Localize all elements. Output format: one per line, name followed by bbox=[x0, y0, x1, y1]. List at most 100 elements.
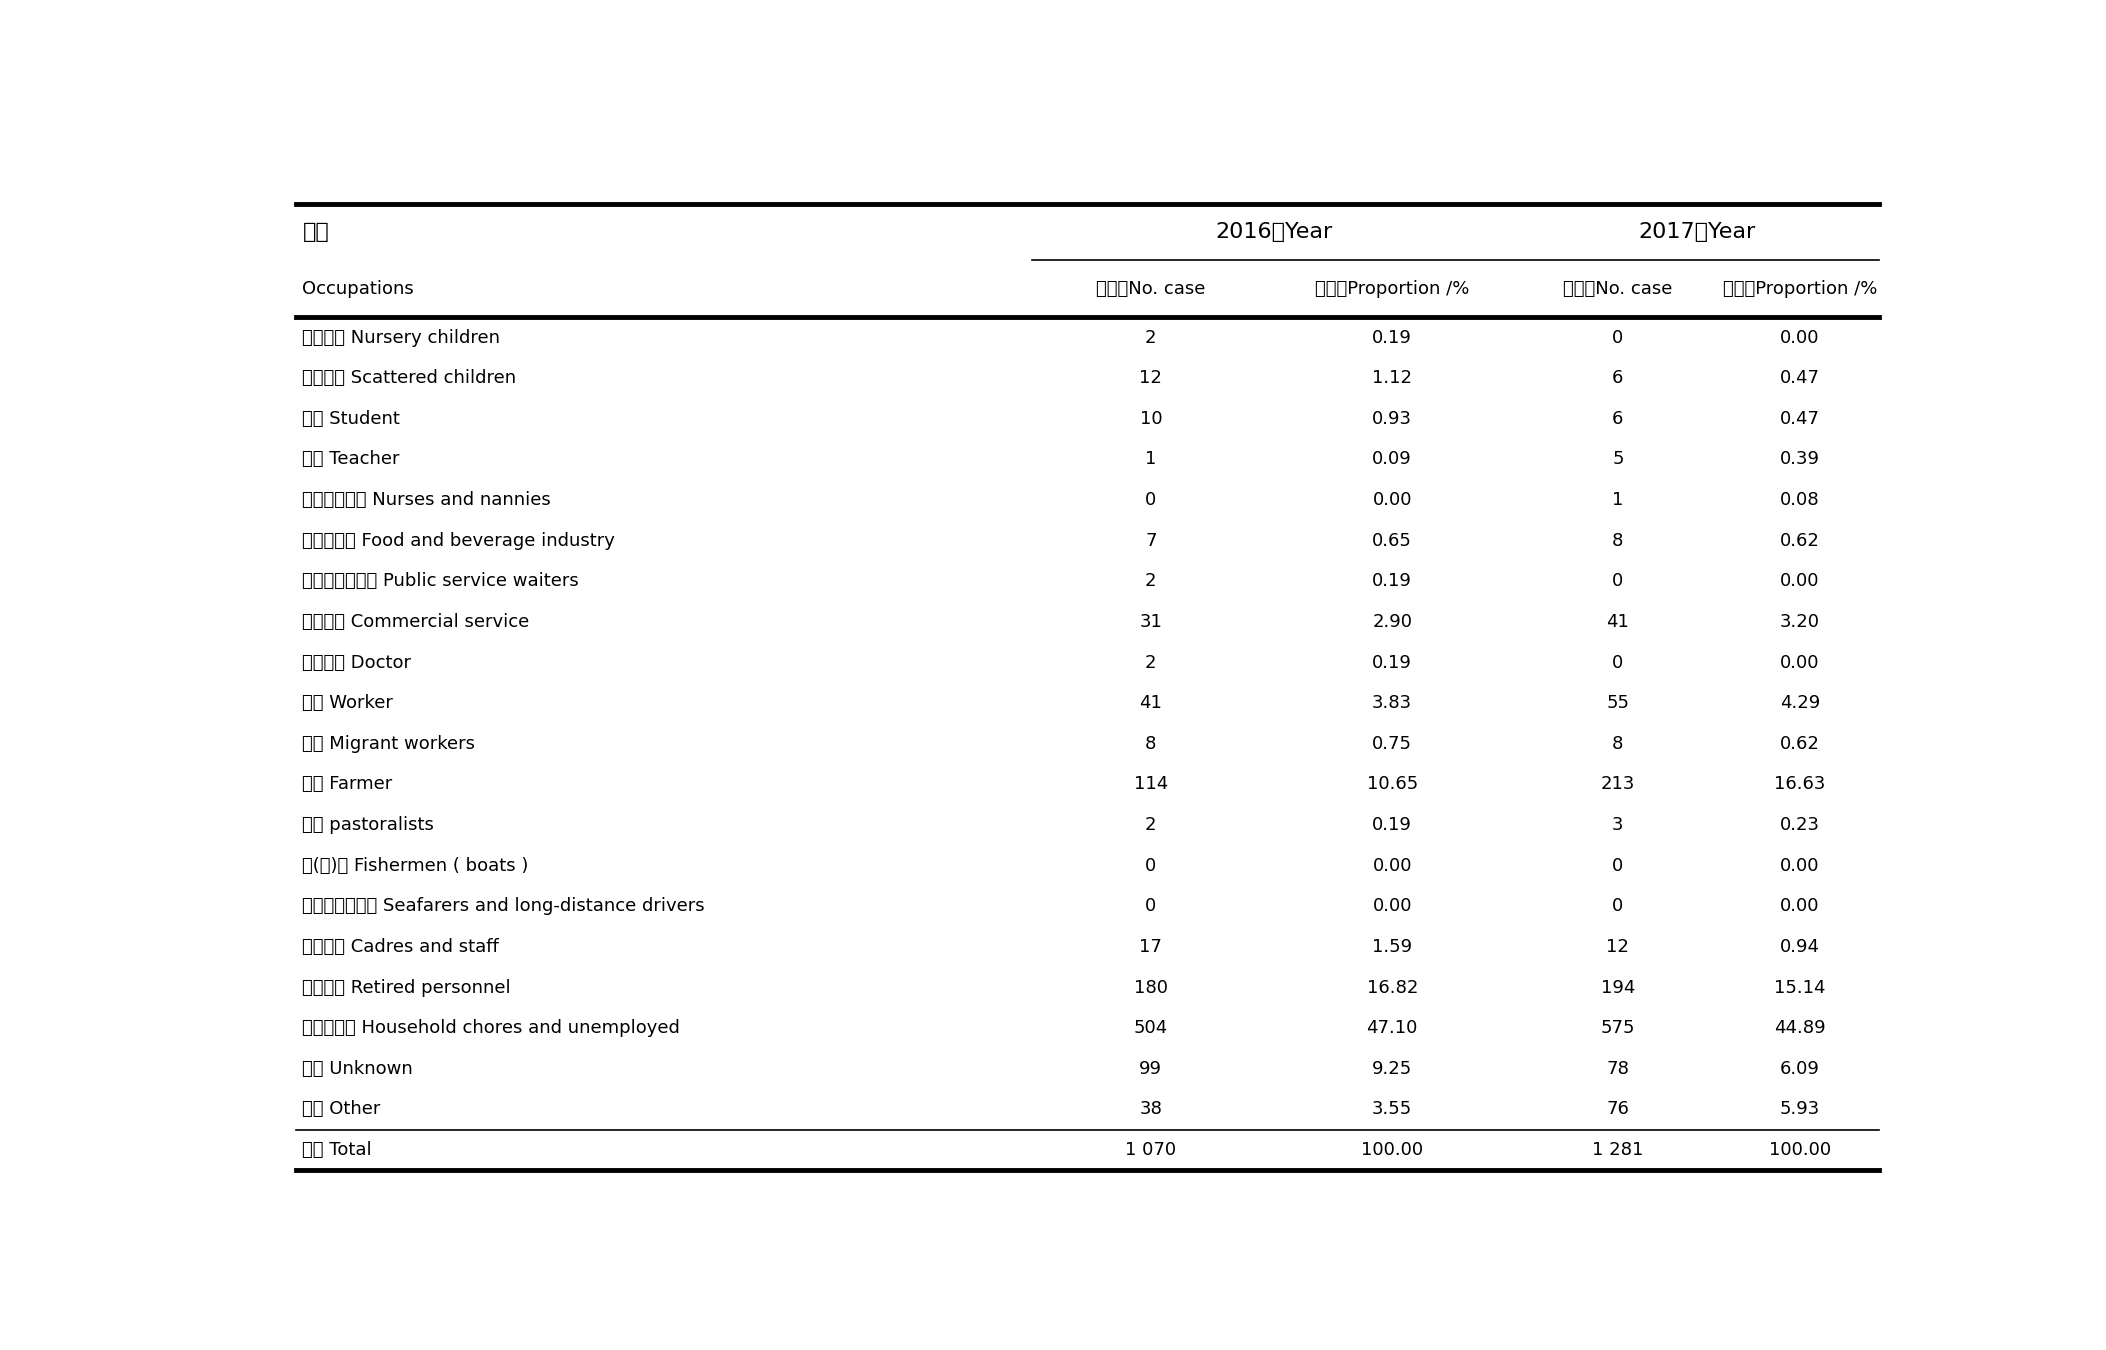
Text: 4.29: 4.29 bbox=[1780, 694, 1820, 713]
Text: 6: 6 bbox=[1613, 370, 1624, 387]
Text: 不详 Unknown: 不详 Unknown bbox=[303, 1060, 413, 1077]
Text: 6: 6 bbox=[1613, 410, 1624, 428]
Text: 家务及待业 Household chores and unemployed: 家务及待业 Household chores and unemployed bbox=[303, 1019, 680, 1037]
Text: Occupations: Occupations bbox=[303, 279, 415, 298]
Text: 15.14: 15.14 bbox=[1773, 979, 1826, 996]
Text: 9.25: 9.25 bbox=[1373, 1060, 1413, 1077]
Text: 0: 0 bbox=[1146, 491, 1156, 509]
Text: 575: 575 bbox=[1601, 1019, 1634, 1037]
Text: 其他 Other: 其他 Other bbox=[303, 1100, 381, 1118]
Text: 78: 78 bbox=[1607, 1060, 1630, 1077]
Text: 农民 Farmer: 农民 Farmer bbox=[303, 775, 392, 794]
Text: 2: 2 bbox=[1146, 572, 1156, 590]
Text: 2: 2 bbox=[1146, 815, 1156, 834]
Text: 职业: 职业 bbox=[303, 221, 329, 242]
Text: 0: 0 bbox=[1613, 328, 1624, 347]
Text: 8: 8 bbox=[1613, 734, 1624, 753]
Text: 0.09: 0.09 bbox=[1373, 451, 1413, 468]
Text: 0.62: 0.62 bbox=[1780, 532, 1820, 549]
Text: 38: 38 bbox=[1139, 1100, 1163, 1118]
Text: 100.00: 100.00 bbox=[1360, 1141, 1424, 1160]
Text: 合计 Total: 合计 Total bbox=[303, 1141, 373, 1160]
Text: 1: 1 bbox=[1613, 491, 1624, 509]
Text: 10.65: 10.65 bbox=[1367, 775, 1417, 794]
Text: 牧民 pastoralists: 牧民 pastoralists bbox=[303, 815, 434, 834]
Text: 8: 8 bbox=[1146, 734, 1156, 753]
Text: 76: 76 bbox=[1607, 1100, 1630, 1118]
Text: 3.55: 3.55 bbox=[1373, 1100, 1413, 1118]
Text: 0.00: 0.00 bbox=[1373, 898, 1411, 915]
Text: 学生 Student: 学生 Student bbox=[303, 410, 400, 428]
Text: 2016年Year: 2016年Year bbox=[1215, 221, 1333, 242]
Text: 7: 7 bbox=[1146, 532, 1156, 549]
Text: 0: 0 bbox=[1146, 857, 1156, 875]
Text: 1: 1 bbox=[1146, 451, 1156, 468]
Text: 0.19: 0.19 bbox=[1373, 572, 1413, 590]
Text: 6.09: 6.09 bbox=[1780, 1060, 1820, 1077]
Text: 55: 55 bbox=[1607, 694, 1630, 713]
Text: 2: 2 bbox=[1146, 328, 1156, 347]
Text: 0.47: 0.47 bbox=[1780, 370, 1820, 387]
Text: 100.00: 100.00 bbox=[1769, 1141, 1830, 1160]
Text: 3.83: 3.83 bbox=[1373, 694, 1413, 713]
Text: 工人 Worker: 工人 Worker bbox=[303, 694, 394, 713]
Text: 0.00: 0.00 bbox=[1780, 857, 1820, 875]
Text: 0.23: 0.23 bbox=[1780, 815, 1820, 834]
Text: 幼托儿童 Nursery children: 幼托儿童 Nursery children bbox=[303, 328, 501, 347]
Text: 41: 41 bbox=[1139, 694, 1163, 713]
Text: 离退人员 Retired personnel: 离退人员 Retired personnel bbox=[303, 979, 512, 996]
Text: 114: 114 bbox=[1133, 775, 1169, 794]
Text: 0.00: 0.00 bbox=[1780, 328, 1820, 347]
Text: 1.12: 1.12 bbox=[1373, 370, 1413, 387]
Text: 0.00: 0.00 bbox=[1780, 653, 1820, 671]
Text: 0.75: 0.75 bbox=[1373, 734, 1413, 753]
Text: 0.39: 0.39 bbox=[1780, 451, 1820, 468]
Text: 0.19: 0.19 bbox=[1373, 815, 1413, 834]
Text: 餐饮食品业 Food and beverage industry: 餐饮食品业 Food and beverage industry bbox=[303, 532, 615, 549]
Text: 99: 99 bbox=[1139, 1060, 1163, 1077]
Text: 商业服务 Commercial service: 商业服务 Commercial service bbox=[303, 613, 531, 630]
Text: 2017年Year: 2017年Year bbox=[1638, 221, 1756, 242]
Text: 0: 0 bbox=[1613, 898, 1624, 915]
Text: 12: 12 bbox=[1139, 370, 1163, 387]
Text: 民工 Migrant workers: 民工 Migrant workers bbox=[303, 734, 476, 753]
Text: 180: 180 bbox=[1133, 979, 1169, 996]
Text: 0.00: 0.00 bbox=[1780, 572, 1820, 590]
Text: 0: 0 bbox=[1613, 857, 1624, 875]
Text: 5: 5 bbox=[1611, 451, 1624, 468]
Text: 17: 17 bbox=[1139, 938, 1163, 956]
Text: 病例数No. case: 病例数No. case bbox=[1095, 279, 1205, 298]
Text: 1.59: 1.59 bbox=[1373, 938, 1413, 956]
Text: 0.47: 0.47 bbox=[1780, 410, 1820, 428]
Text: 504: 504 bbox=[1133, 1019, 1169, 1037]
Text: 194: 194 bbox=[1601, 979, 1634, 996]
Text: 0: 0 bbox=[1613, 572, 1624, 590]
Text: 教师 Teacher: 教师 Teacher bbox=[303, 451, 400, 468]
Text: 0.00: 0.00 bbox=[1373, 491, 1411, 509]
Text: 0: 0 bbox=[1613, 653, 1624, 671]
Text: 医务人员 Doctor: 医务人员 Doctor bbox=[303, 653, 411, 671]
Text: 3.20: 3.20 bbox=[1780, 613, 1820, 630]
Text: 0.93: 0.93 bbox=[1373, 410, 1413, 428]
Text: 1 281: 1 281 bbox=[1592, 1141, 1643, 1160]
Text: 渔(船)民 Fishermen ( boats ): 渔(船)民 Fishermen ( boats ) bbox=[303, 857, 529, 875]
Text: 0.08: 0.08 bbox=[1780, 491, 1820, 509]
Text: 213: 213 bbox=[1601, 775, 1634, 794]
Text: 0: 0 bbox=[1146, 898, 1156, 915]
Text: 0.19: 0.19 bbox=[1373, 328, 1413, 347]
Text: 保育员及保姆 Nurses and nannies: 保育员及保姆 Nurses and nannies bbox=[303, 491, 552, 509]
Text: 44.89: 44.89 bbox=[1773, 1019, 1826, 1037]
Text: 10: 10 bbox=[1139, 410, 1163, 428]
Text: 散居儿童 Scattered children: 散居儿童 Scattered children bbox=[303, 370, 516, 387]
Text: 0.65: 0.65 bbox=[1373, 532, 1413, 549]
Text: 0.62: 0.62 bbox=[1780, 734, 1820, 753]
Text: 0.19: 0.19 bbox=[1373, 653, 1413, 671]
Text: 8: 8 bbox=[1613, 532, 1624, 549]
Text: 0.94: 0.94 bbox=[1780, 938, 1820, 956]
Text: 3: 3 bbox=[1611, 815, 1624, 834]
Text: 12: 12 bbox=[1607, 938, 1630, 956]
Text: 病例数No. case: 病例数No. case bbox=[1563, 279, 1672, 298]
Text: 干部职员 Cadres and staff: 干部职员 Cadres and staff bbox=[303, 938, 499, 956]
Text: 47.10: 47.10 bbox=[1367, 1019, 1417, 1037]
Text: 16.82: 16.82 bbox=[1367, 979, 1417, 996]
